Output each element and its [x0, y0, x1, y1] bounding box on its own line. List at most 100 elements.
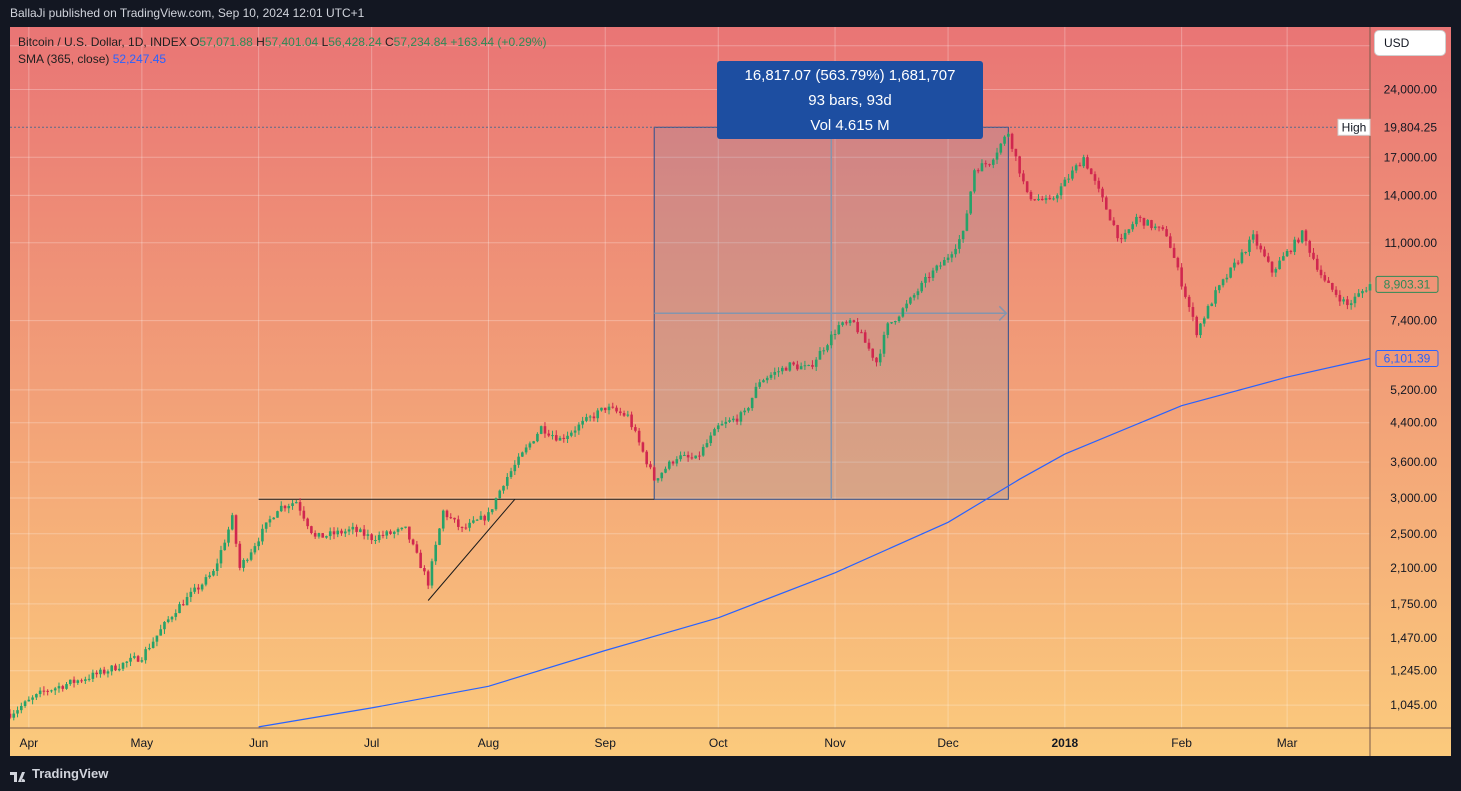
- candle-body: [1135, 216, 1138, 225]
- candle-body: [867, 342, 871, 349]
- candle-body: [121, 662, 125, 669]
- candle-body: [724, 421, 728, 424]
- candle-body: [1010, 133, 1014, 149]
- candle-body: [705, 443, 709, 447]
- candle-body: [894, 320, 897, 323]
- sma-value: 52,247.45: [112, 52, 167, 66]
- candle-body: [1157, 226, 1161, 228]
- candle-body: [16, 710, 19, 714]
- candle-body: [1304, 230, 1308, 241]
- candle-body: [453, 517, 456, 520]
- candle-body: [521, 452, 524, 457]
- candle-body: [279, 505, 283, 512]
- chart-frame[interactable]: 30,000.0024,000.0017,000.0014,000.0011,0…: [10, 27, 1451, 756]
- candle-body: [505, 477, 509, 486]
- low-value: 56,428.24: [328, 35, 382, 49]
- candle-body: [856, 322, 859, 333]
- candle-body: [732, 418, 735, 421]
- candle-body: [927, 276, 931, 278]
- candle-body: [826, 345, 829, 351]
- candle-body: [313, 533, 317, 537]
- candle-body: [841, 322, 844, 326]
- candle-body: [829, 334, 833, 346]
- candle-body: [295, 502, 298, 504]
- candle-body: [1308, 240, 1312, 253]
- time-tick-label: Mar: [1277, 736, 1298, 750]
- candle-body: [343, 531, 347, 534]
- candle-body: [1199, 323, 1202, 336]
- candle-body: [129, 657, 132, 662]
- candle-body: [95, 672, 98, 675]
- candle-body: [328, 531, 332, 537]
- candle-body: [1206, 306, 1210, 319]
- candle-body: [212, 570, 215, 576]
- candle-body: [53, 688, 57, 691]
- candle-body: [1342, 299, 1345, 302]
- candle-body: [551, 435, 554, 437]
- candle-body: [641, 442, 645, 452]
- price-tick-label: 2,500.00: [1390, 527, 1437, 541]
- candle-body: [1368, 284, 1372, 291]
- candle-body: [1338, 294, 1342, 302]
- candle-body: [174, 613, 178, 617]
- candle-body: [423, 568, 426, 572]
- candle-body: [739, 412, 743, 422]
- candle-body: [283, 505, 287, 509]
- price-tick-label: 4,400.00: [1390, 416, 1437, 430]
- candle-body: [498, 490, 502, 499]
- candle-body: [570, 432, 573, 436]
- candle-body: [106, 671, 110, 674]
- candle-body: [626, 414, 630, 416]
- candle-body: [1003, 136, 1006, 144]
- candle-body: [238, 543, 242, 568]
- candle-body: [50, 690, 53, 692]
- candle-body: [1142, 217, 1146, 226]
- candle-body: [1191, 307, 1195, 317]
- candle-body: [1274, 269, 1278, 273]
- candle-body: [758, 382, 761, 387]
- candle-body: [969, 191, 972, 214]
- candle-body: [958, 239, 961, 249]
- candle-body: [1357, 293, 1360, 297]
- price-tick-label: 3,000.00: [1390, 491, 1437, 505]
- time-tick-label: Oct: [709, 736, 728, 750]
- candle-body: [460, 526, 464, 528]
- candle-body: [716, 425, 720, 430]
- candle-body: [863, 332, 867, 343]
- candle-body: [792, 362, 795, 365]
- candle-body: [656, 478, 660, 481]
- candle-body: [163, 621, 166, 630]
- candle-body: [490, 509, 494, 513]
- measure-bars: 93 bars, 93d: [808, 92, 892, 109]
- candle-body: [1025, 181, 1029, 192]
- currency-button[interactable]: USD: [1375, 31, 1445, 55]
- candle-body: [592, 416, 596, 419]
- time-tick-label: Apr: [19, 736, 38, 750]
- time-tick-label: Nov: [824, 736, 845, 750]
- tradingview-logo-icon: [10, 770, 28, 783]
- candle-body: [1138, 216, 1142, 218]
- candle-body: [117, 668, 121, 671]
- candle-body: [336, 530, 340, 535]
- candle-body: [509, 471, 513, 478]
- measure-arrow-head-right: [998, 305, 1008, 321]
- candle-body: [524, 447, 528, 453]
- candle-body: [430, 561, 434, 586]
- tradingview-logo[interactable]: TradingView: [10, 766, 108, 783]
- candle-body: [136, 656, 140, 662]
- candle-body: [543, 426, 547, 434]
- candle-body: [1229, 267, 1232, 278]
- sma-legend[interactable]: SMA (365, close) 52,247.45: [18, 52, 166, 66]
- candle-body: [181, 604, 185, 606]
- candle-body: [155, 635, 159, 642]
- price-chart[interactable]: 30,000.0024,000.0017,000.0014,000.0011,0…: [10, 27, 1451, 756]
- candle-body: [61, 686, 65, 689]
- candle-body: [291, 503, 294, 507]
- change-value: +163.44 (+0.29%): [450, 35, 547, 49]
- candle-body: [1236, 262, 1240, 264]
- candle-body: [1123, 233, 1127, 240]
- candle-body: [355, 526, 358, 532]
- candle-body: [1067, 178, 1070, 180]
- sma-price-badge: [1375, 350, 1439, 368]
- candle-body: [170, 616, 174, 620]
